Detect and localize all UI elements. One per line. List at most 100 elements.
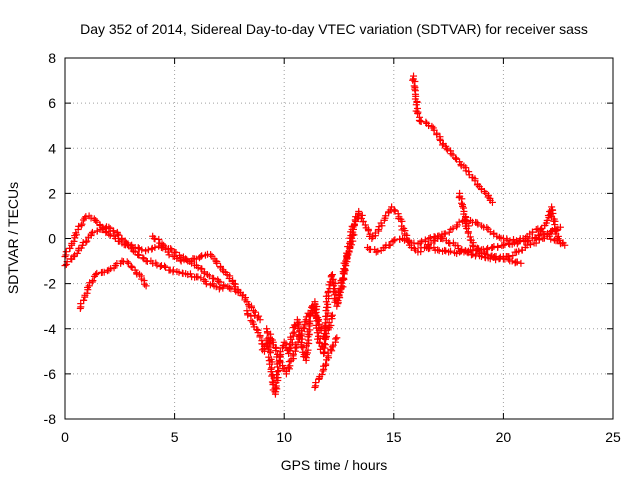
data-point: [452, 154, 460, 162]
data-point: [457, 199, 465, 207]
data-point: [390, 237, 398, 245]
data-point: [346, 238, 354, 246]
data-point: [412, 101, 420, 109]
y-tick-label: 4: [48, 140, 56, 156]
data-point: [141, 280, 149, 288]
data-point: [311, 383, 319, 391]
data-point: [127, 263, 135, 271]
data-point: [256, 333, 264, 341]
data-point: [88, 228, 96, 236]
data-point: [244, 311, 252, 319]
data-point: [105, 223, 113, 231]
data-point: [425, 122, 433, 130]
data-point: [439, 235, 447, 243]
data-point: [314, 317, 322, 325]
data-point: [214, 277, 222, 285]
data-point: [411, 77, 419, 85]
data-point: [364, 227, 372, 235]
data-point: [304, 346, 312, 354]
data-point: [255, 312, 263, 320]
data-point: [272, 347, 280, 355]
y-tick-label: 8: [48, 50, 56, 66]
data-point: [62, 248, 70, 256]
data-point: [441, 230, 449, 238]
data-point: [411, 85, 419, 93]
data-point: [461, 216, 469, 224]
data-point: [216, 278, 224, 286]
data-point: [81, 214, 89, 222]
data-point: [192, 255, 200, 263]
data-point: [92, 271, 100, 279]
data-point: [510, 239, 518, 247]
data-point: [123, 258, 131, 266]
data-point: [161, 262, 169, 270]
data-point: [122, 239, 130, 247]
y-tick-label: 0: [48, 231, 56, 247]
data-point: [317, 326, 325, 334]
data-point: [169, 266, 177, 274]
data-point: [434, 246, 442, 254]
data-point: [333, 334, 341, 342]
data-point: [328, 311, 336, 319]
y-axis-ticks: -8 -6 -4 -2 0 2 4 6 8: [44, 50, 613, 427]
data-point: [322, 330, 330, 338]
data-point: [483, 224, 491, 232]
data-point: [167, 245, 175, 253]
data-point: [465, 168, 473, 176]
y-tick-label: 6: [48, 95, 56, 111]
data-point: [535, 236, 543, 244]
data-point: [197, 274, 205, 282]
data-point: [105, 230, 113, 238]
data-point: [284, 363, 292, 371]
data-point: [438, 141, 446, 149]
data-point: [459, 202, 467, 210]
data-point: [416, 239, 424, 247]
data-point: [324, 349, 332, 357]
data-point: [549, 209, 557, 217]
data-point: [561, 241, 569, 249]
data-point: [328, 347, 336, 355]
data-point: [524, 237, 532, 245]
data-point: [142, 282, 150, 290]
data-point: [84, 283, 92, 291]
data-point: [374, 247, 382, 255]
data-point: [80, 296, 88, 304]
data-point: [488, 198, 496, 206]
data-point: [294, 338, 302, 346]
data-point: [325, 318, 333, 326]
data-point: [318, 371, 326, 379]
chart-title: Day 352 of 2014, Sidereal Day-to-day VTE…: [80, 21, 588, 37]
data-point: [443, 146, 451, 154]
data-point: [509, 235, 517, 243]
data-point: [474, 220, 482, 228]
y-tick-label: 2: [48, 185, 56, 201]
data-point: [183, 256, 191, 264]
data-point: [127, 242, 135, 250]
x-tick-label: 25: [605, 429, 621, 445]
y-tick-label: -8: [44, 411, 57, 427]
data-point: [327, 321, 335, 329]
data-point: [305, 331, 313, 339]
data-point: [158, 240, 166, 248]
data-point: [513, 258, 521, 266]
data-point: [78, 220, 86, 228]
data-point: [410, 239, 418, 247]
data-point: [390, 206, 398, 214]
data-point: [82, 213, 90, 221]
data-point: [314, 335, 322, 343]
data-point: [172, 249, 180, 257]
data-point: [517, 259, 525, 267]
data-point: [428, 122, 436, 130]
data-point: [213, 259, 221, 267]
data-point: [151, 244, 159, 252]
data-points: [61, 72, 569, 398]
data-point: [455, 218, 463, 226]
data-point: [556, 223, 564, 231]
data-point: [275, 367, 283, 375]
data-point: [110, 227, 118, 235]
data-point: [285, 345, 293, 353]
data-point: [165, 251, 173, 259]
data-point: [100, 268, 108, 276]
data-point: [251, 308, 259, 316]
x-tick-label: 20: [496, 429, 512, 445]
